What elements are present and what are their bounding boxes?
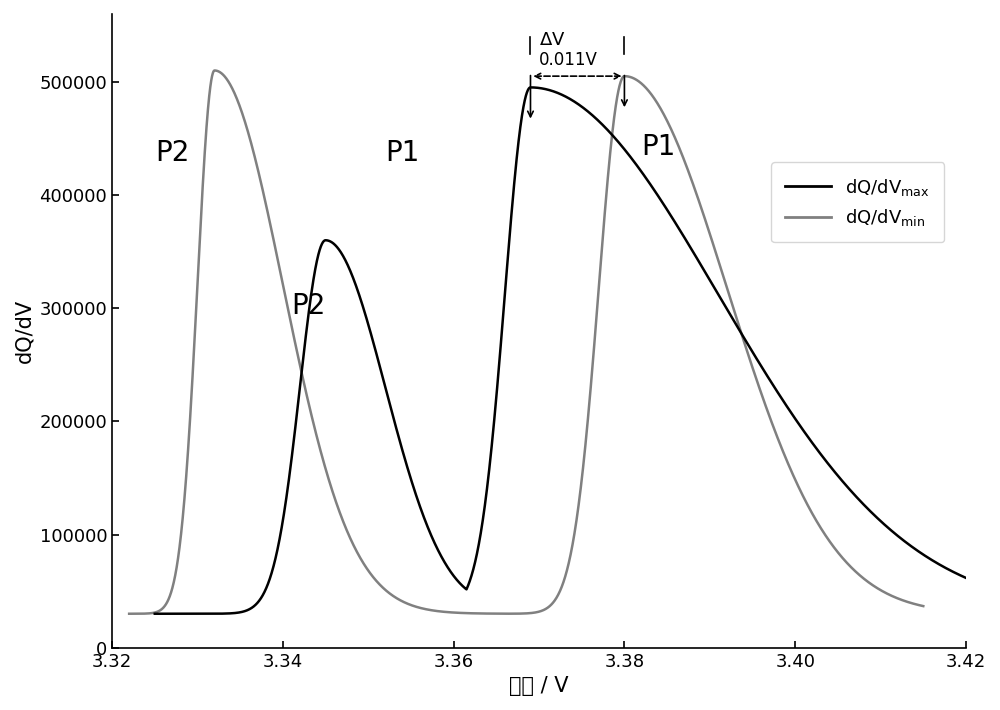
Text: $\Delta$V: $\Delta$V — [539, 31, 566, 49]
Text: P1: P1 — [641, 133, 676, 161]
Text: P2: P2 — [291, 292, 326, 320]
Text: 0.011V: 0.011V — [539, 51, 598, 70]
Text: P2: P2 — [155, 139, 189, 167]
X-axis label: 电压 / V: 电压 / V — [509, 676, 569, 696]
Y-axis label: dQ/dV: dQ/dV — [14, 299, 34, 363]
Text: P1: P1 — [385, 139, 420, 167]
Legend: dQ/dV$_{\rm max}$, dQ/dV$_{\rm min}$: dQ/dV$_{\rm max}$, dQ/dV$_{\rm min}$ — [771, 163, 944, 242]
